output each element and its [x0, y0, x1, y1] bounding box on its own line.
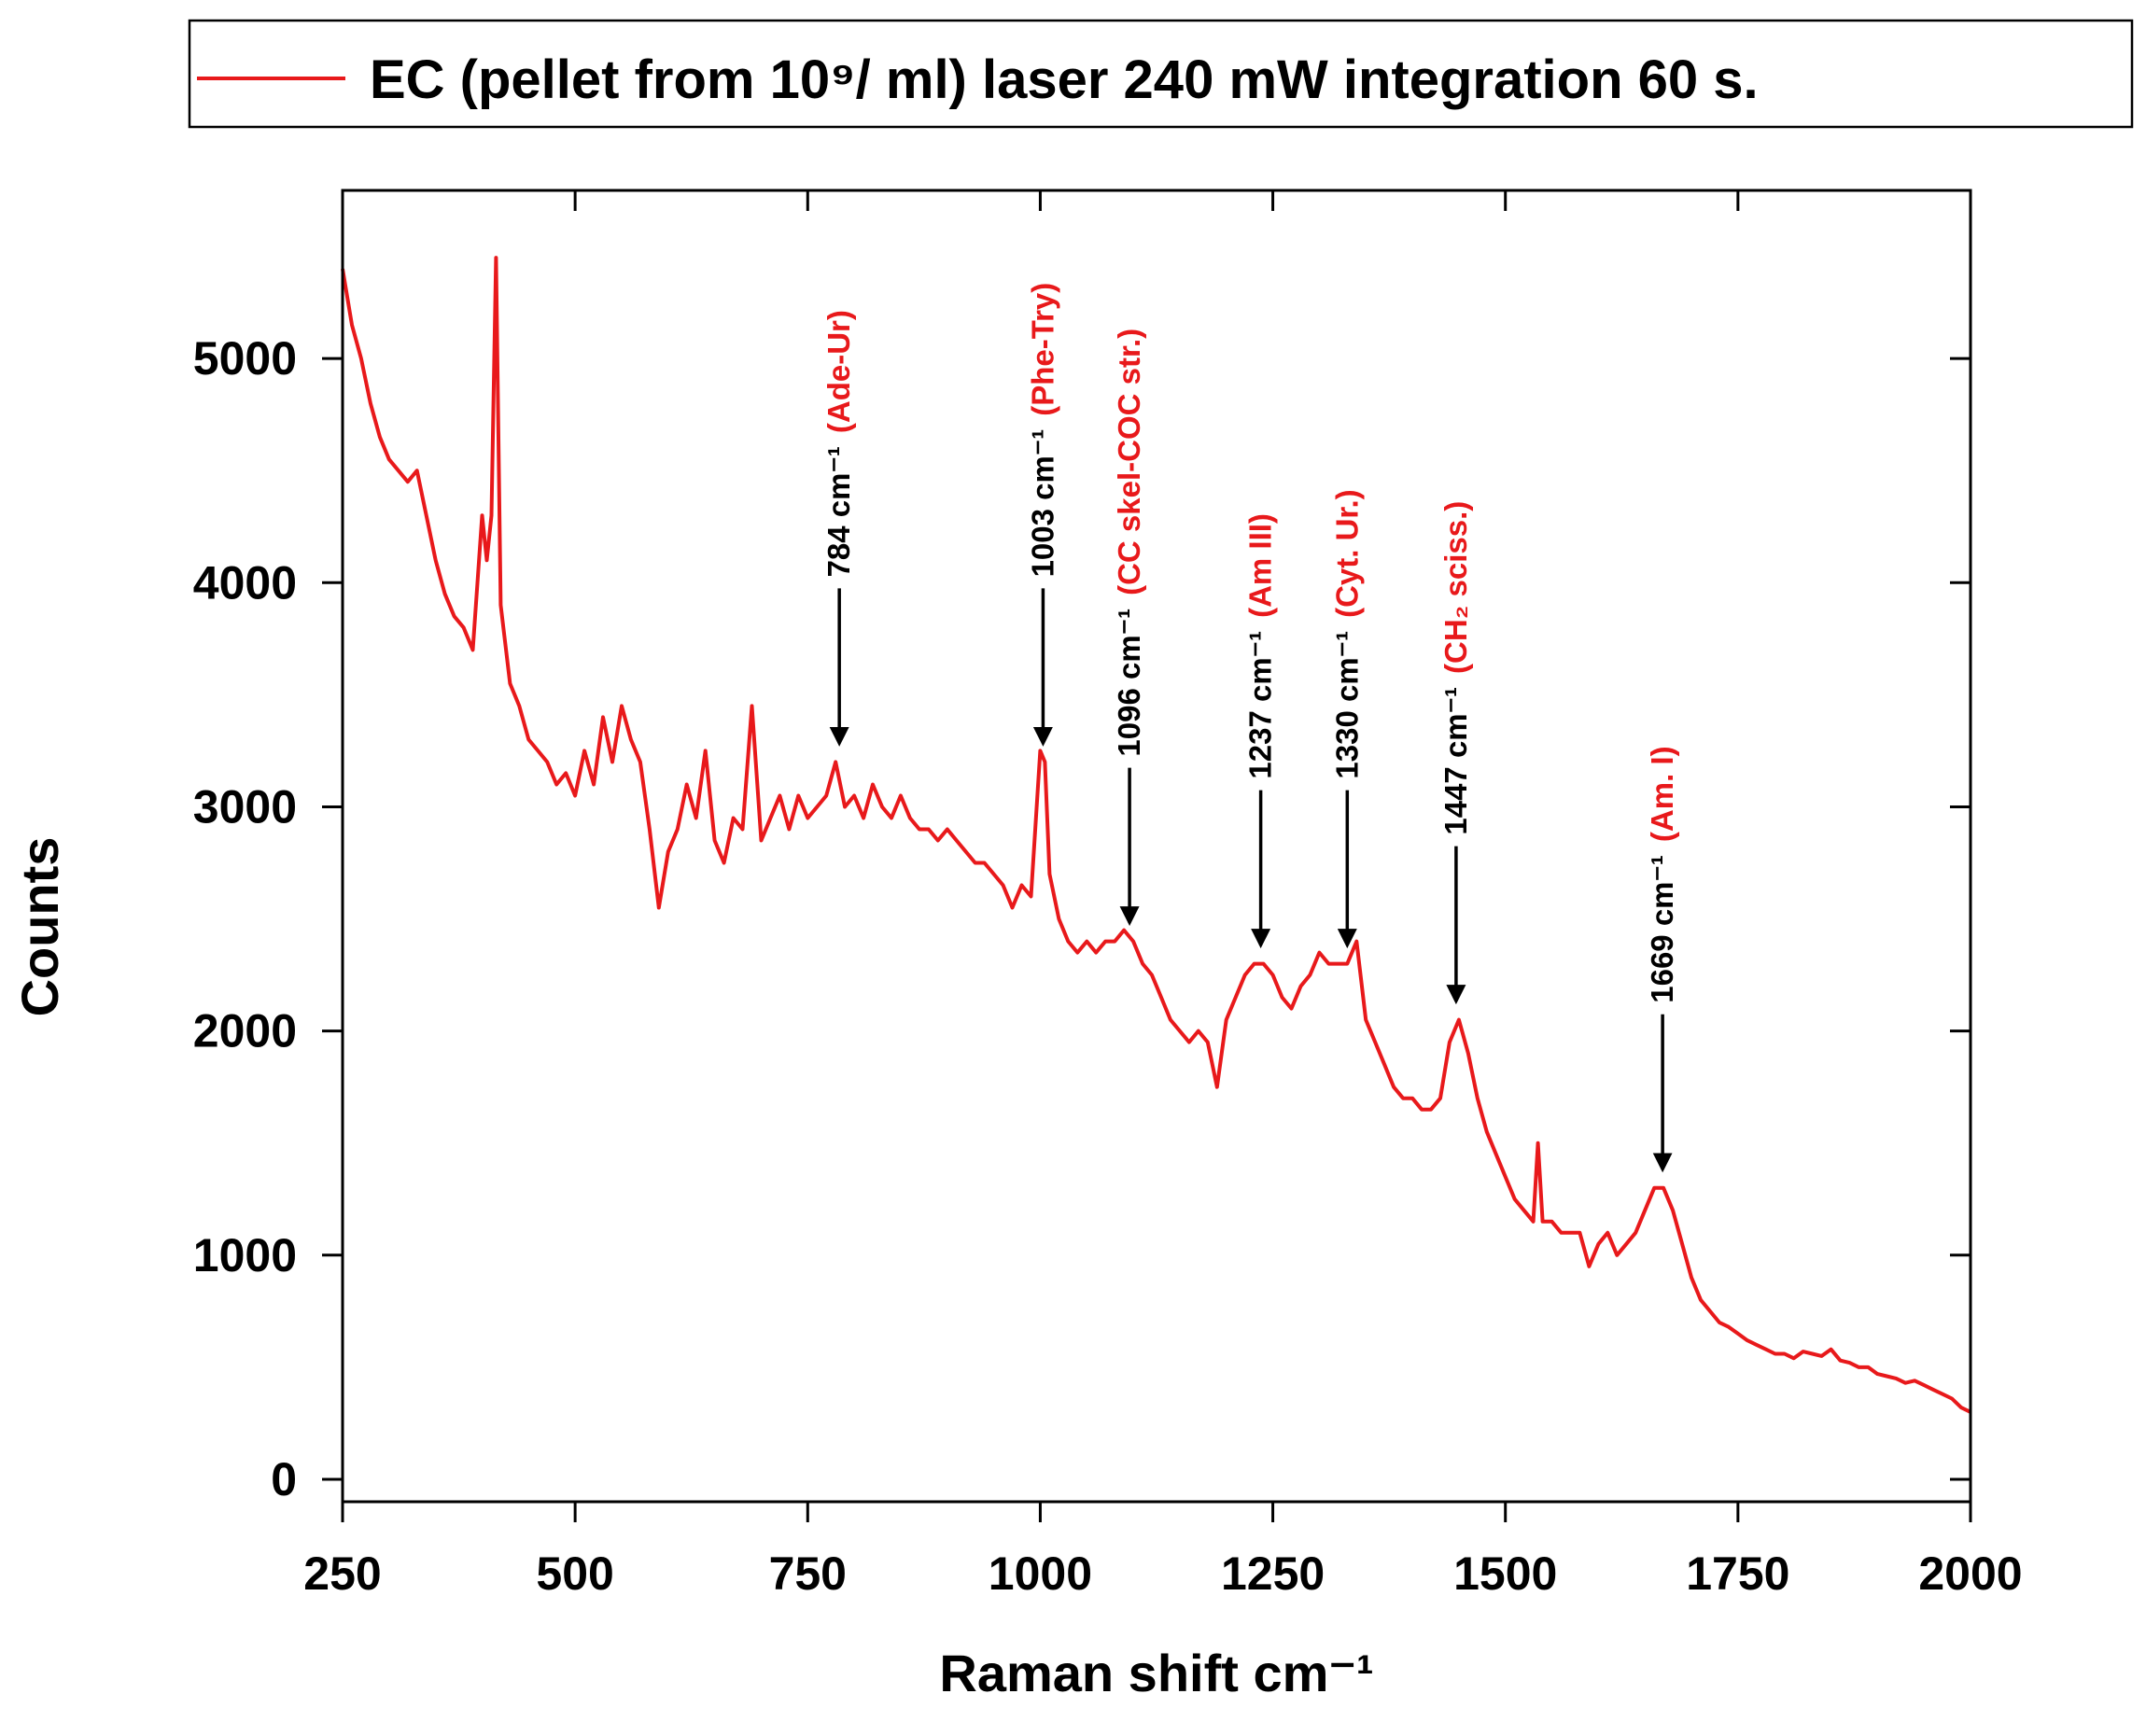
x-tick-label: 1750: [1686, 1547, 1789, 1600]
y-tick-label: 3000: [193, 780, 297, 833]
annotation: 1096 cm⁻¹ (CC skel-COC str.): [1112, 329, 1146, 757]
legend-label: EC (pellet from 10⁹/ ml) laser 240 mW in…: [370, 49, 1759, 110]
x-tick-label: 2000: [1918, 1547, 2022, 1600]
x-tick-label: 1500: [1453, 1547, 1557, 1600]
annotation: 1669 cm⁻¹ (Am. I): [1645, 746, 1679, 1002]
annotation-note: (Phe-Try): [1025, 283, 1059, 416]
x-tick-label: 1000: [989, 1547, 1092, 1600]
annotation-note: (Am. I): [1645, 746, 1679, 842]
x-tick-label: 500: [536, 1547, 613, 1600]
annotation-label: 1669 cm⁻¹: [1645, 855, 1679, 1003]
annotation-label: 1237 cm⁻¹: [1243, 631, 1278, 779]
y-tick-label: 5000: [193, 332, 297, 385]
annotation-label: 1330 cm⁻¹: [1329, 631, 1364, 779]
annotation-note: (Cyt. Ur.): [1329, 489, 1364, 618]
annotation-label: 1003 cm⁻¹: [1025, 429, 1059, 578]
y-tick-label: 0: [271, 1453, 297, 1505]
spectrum-line: [341, 256, 1971, 1414]
annotation-note: (Ade-Ur): [821, 310, 856, 433]
y-tick-label: 2000: [193, 1005, 297, 1057]
annotation-note: (CH₂ sciss.): [1438, 501, 1473, 674]
annotation: 1447 cm⁻¹ (CH₂ sciss.): [1438, 501, 1473, 835]
y-tick-label: 1000: [193, 1229, 297, 1281]
annotation: 1237 cm⁻¹ (Am III): [1243, 513, 1278, 779]
y-tick-label: 4000: [193, 556, 297, 609]
annotation: 784 cm⁻¹ (Ade-Ur): [821, 310, 856, 577]
annotation-note: (CC skel-COC str.): [1112, 329, 1146, 595]
annotation-note: (Am III): [1243, 513, 1278, 618]
y-axis-label: Counts: [10, 837, 69, 1017]
annotation: 1003 cm⁻¹ (Phe-Try): [1025, 283, 1059, 578]
annotation-label: 1447 cm⁻¹: [1438, 687, 1473, 835]
x-axis-label: Raman shift cm⁻¹: [939, 1644, 1373, 1702]
annotation: 1330 cm⁻¹ (Cyt. Ur.): [1329, 489, 1364, 778]
plot-frame: [341, 189, 1972, 1504]
x-tick-label: 250: [303, 1547, 381, 1600]
annotation-label: 784 cm⁻¹: [821, 446, 856, 577]
x-tick-label: 750: [769, 1547, 847, 1600]
x-tick-label: 1250: [1221, 1547, 1325, 1600]
legend-box: [188, 19, 2134, 129]
annotation-label: 1096 cm⁻¹: [1112, 609, 1146, 757]
